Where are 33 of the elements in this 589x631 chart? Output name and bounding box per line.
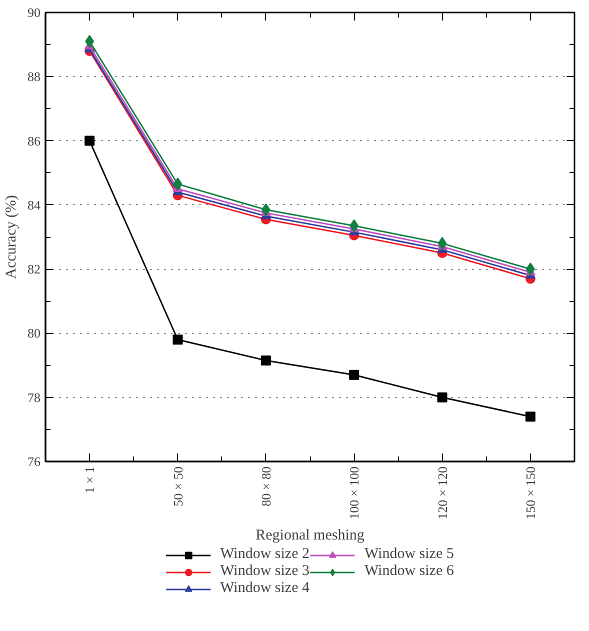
y-tick-label: 82 bbox=[28, 262, 40, 277]
point bbox=[172, 334, 183, 345]
y-tick-label: 86 bbox=[28, 133, 41, 148]
x-tick-label: 1 × 1 bbox=[82, 466, 98, 494]
legend-label: Window size 5 bbox=[364, 546, 454, 563]
x-tick-label: 80 × 80 bbox=[258, 466, 274, 506]
y-tick-label: 90 bbox=[28, 5, 40, 20]
x-tick-label: 150 × 150 bbox=[522, 466, 538, 520]
point bbox=[437, 392, 448, 402]
y-axis-title: Accuracy (%) bbox=[4, 195, 20, 279]
point bbox=[85, 34, 94, 48]
point bbox=[173, 178, 182, 191]
point bbox=[525, 412, 536, 422]
point bbox=[438, 236, 447, 250]
x-tick-label: 120 × 120 bbox=[434, 466, 450, 520]
legend-label: Window size 6 bbox=[364, 563, 454, 580]
point bbox=[260, 355, 271, 366]
y-tick-label: 88 bbox=[28, 69, 40, 84]
y-tick-label: 78 bbox=[28, 390, 40, 405]
point bbox=[350, 219, 359, 232]
y-tick-label: 80 bbox=[28, 326, 40, 341]
y-tick-label: 76 bbox=[28, 454, 41, 469]
x-tick-label: 50 × 50 bbox=[170, 466, 186, 506]
legend-label: Window size 2 bbox=[220, 546, 310, 563]
point bbox=[526, 262, 535, 276]
point bbox=[349, 370, 360, 380]
x-axis-title: Regional meshing bbox=[256, 527, 365, 544]
y-tick-label: 84 bbox=[28, 197, 41, 212]
point bbox=[261, 203, 270, 216]
legend-label: Window size 3 bbox=[220, 563, 310, 580]
point bbox=[84, 136, 95, 146]
x-tick-label: 100 × 100 bbox=[346, 466, 362, 520]
legend-label: Window size 4 bbox=[220, 580, 310, 597]
